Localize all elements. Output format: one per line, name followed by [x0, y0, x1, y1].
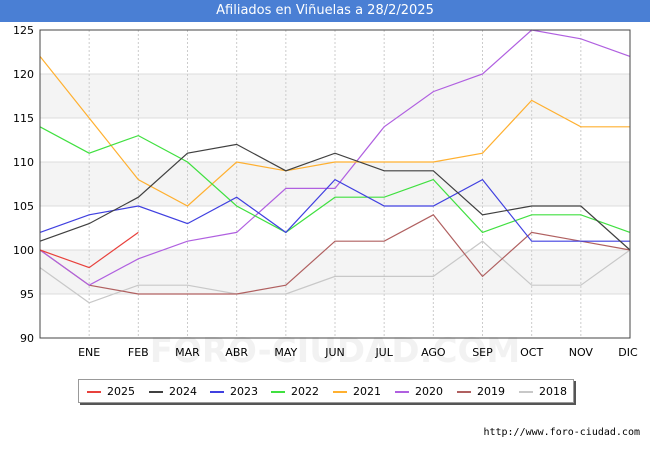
x-tick-label: OCT: [520, 346, 543, 359]
y-tick-label: 110: [13, 156, 34, 169]
legend: 2025 2024 2023 2022 2021 2020 2019 2018: [78, 379, 574, 403]
series-line-2025: [39, 231, 139, 269]
y-tick-label: 95: [20, 288, 34, 301]
legend-label: 2021: [353, 385, 381, 398]
legend-label: 2025: [107, 385, 135, 398]
y-tick-label: 120: [13, 68, 34, 81]
y-tick-label: 105: [13, 200, 34, 213]
legend-label: 2019: [477, 385, 505, 398]
x-tick-label: SEP: [472, 346, 493, 359]
legend-swatch: [271, 391, 285, 393]
legend-label: 2018: [539, 385, 567, 398]
plot-border: [39, 29, 631, 339]
series-line-2024: [39, 143, 631, 251]
series-line-2018: [39, 240, 631, 304]
series-line-2019: [39, 214, 631, 295]
legend-swatch: [333, 391, 347, 393]
legend-swatch: [210, 391, 224, 393]
legend-label: 2022: [291, 385, 319, 398]
legend-label: 2020: [415, 385, 443, 398]
series-line-2021: [39, 56, 630, 207]
legend-swatch: [457, 391, 471, 393]
x-tick-label: JUN: [324, 346, 345, 359]
legend-label: 2023: [230, 385, 258, 398]
chart-title: Afiliados en Viñuelas a 28/2/2025: [216, 3, 434, 18]
legend-label: 2024: [169, 385, 197, 398]
y-tick-label: 90: [20, 332, 34, 345]
x-tick-label: MAY: [274, 346, 297, 359]
y-tick-label: 125: [13, 24, 34, 37]
legend-swatch: [395, 391, 409, 393]
x-tick-label: FEB: [128, 346, 149, 359]
legend-swatch: [87, 391, 101, 393]
x-tick-label: NOV: [569, 346, 594, 359]
x-tick-label: JUL: [374, 346, 393, 359]
title-bar: [0, 0, 650, 22]
x-tick-label: DIC: [618, 346, 638, 359]
footer-url[interactable]: http://www.foro-ciudad.com: [483, 427, 640, 438]
y-tick-label: 100: [13, 244, 34, 257]
y-tick-label: 115: [13, 112, 34, 125]
x-tick-label: AGO: [421, 346, 446, 359]
x-tick-label: ENE: [78, 346, 100, 359]
legend-swatch: [149, 391, 163, 393]
series-line-2022: [39, 126, 631, 234]
x-tick-label: MAR: [175, 346, 200, 359]
legend-swatch: [519, 391, 533, 393]
series-line-2023: [39, 178, 630, 242]
x-tick-label: ABR: [225, 346, 248, 359]
